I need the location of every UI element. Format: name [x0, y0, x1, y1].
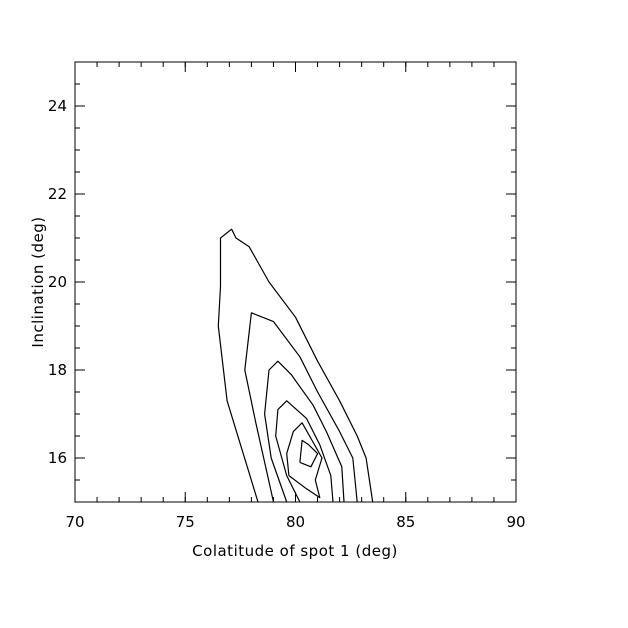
y-tick-label: 22 [48, 185, 67, 203]
contour-line-5 [286, 422, 323, 499]
x-tick-label: 90 [506, 513, 525, 531]
contour-line-1 [217, 228, 374, 503]
plot-frame [74, 61, 517, 503]
contour-line-4 [275, 400, 334, 503]
y-tick-label: 24 [48, 97, 67, 115]
major-ticks [74, 62, 517, 502]
contour-lines [217, 228, 374, 503]
x-tick-label: 85 [396, 513, 415, 531]
y-tick-labels: 16 18 20 22 24 [48, 97, 67, 467]
contour-line-6 [299, 439, 319, 468]
x-axis-label: Colatitude of spot 1 (deg) [192, 542, 398, 560]
x-tick-label: 80 [286, 513, 305, 531]
y-tick-label: 20 [48, 273, 67, 291]
contour-line-3 [264, 360, 345, 503]
x-tick-labels: 70 75 80 85 90 [65, 513, 525, 531]
contour-line-2 [244, 312, 358, 503]
y-tick-label: 16 [48, 449, 67, 467]
x-tick-label: 75 [176, 513, 195, 531]
minor-ticks [74, 61, 517, 503]
x-tick-label: 70 [65, 513, 84, 531]
y-axis-label: Inclination (deg) [29, 216, 47, 347]
y-tick-label: 18 [48, 361, 67, 379]
